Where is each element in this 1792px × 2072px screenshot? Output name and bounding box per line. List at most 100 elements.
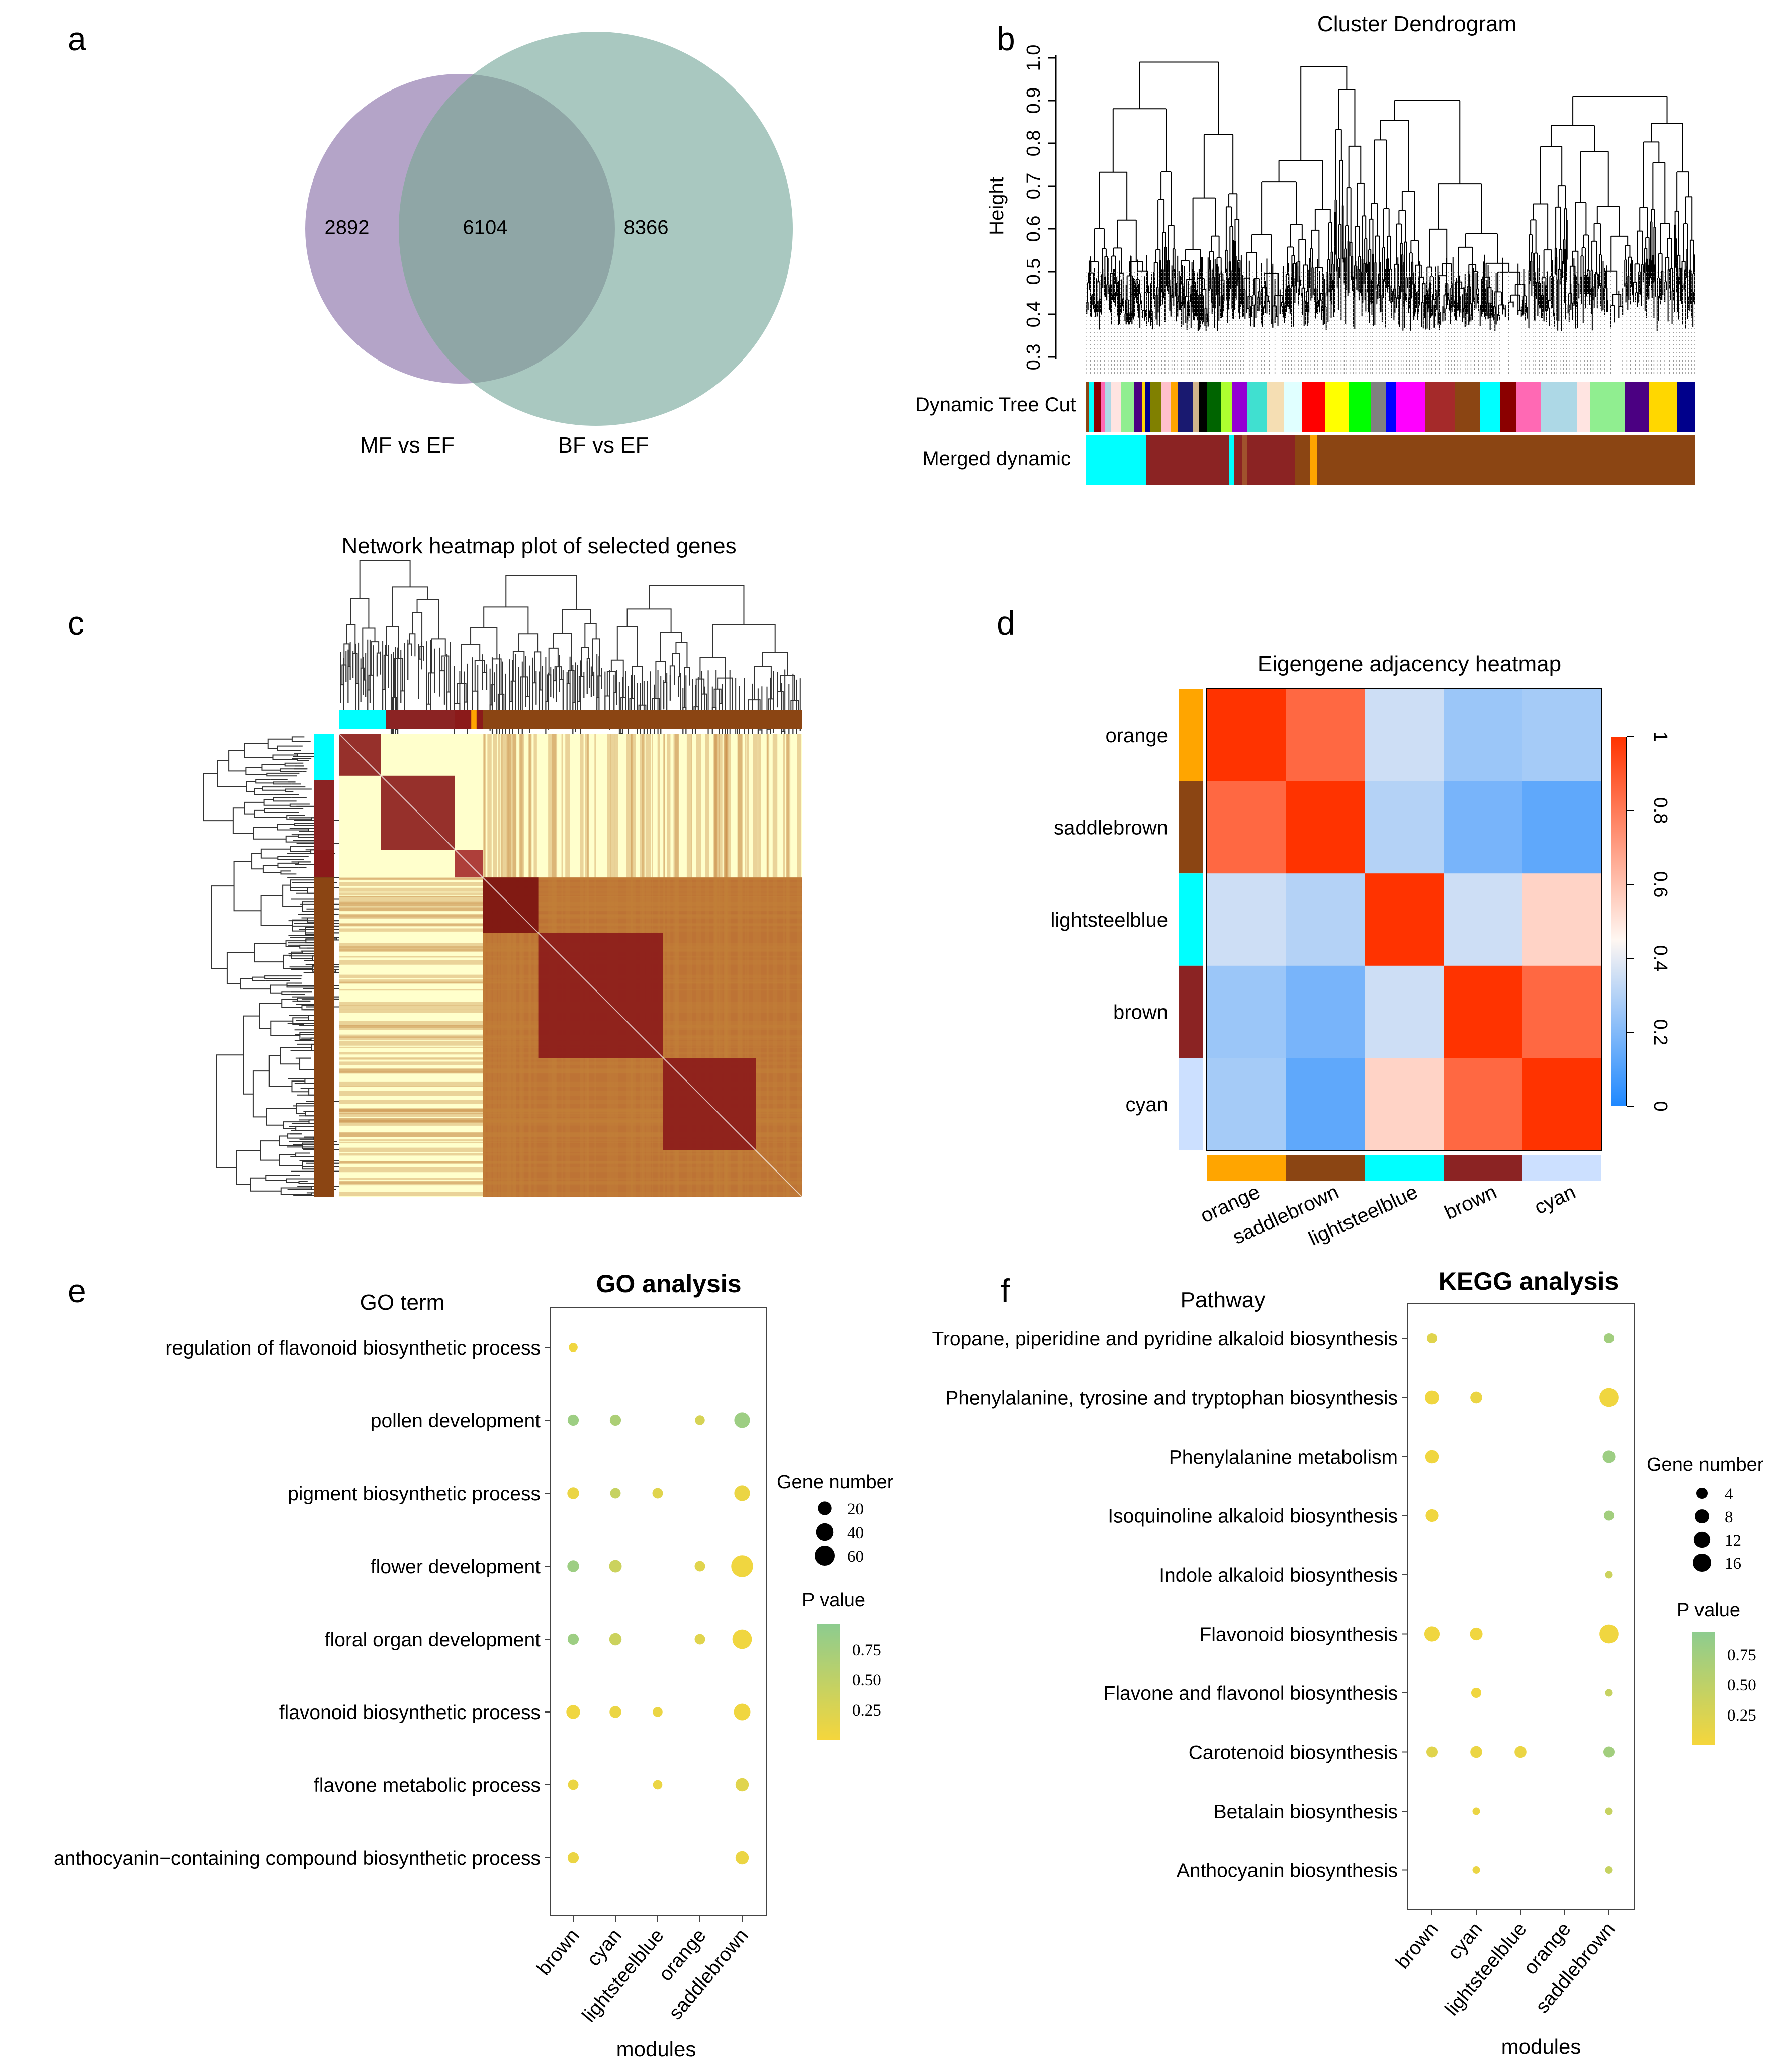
heatmap-stripe xyxy=(726,734,731,1197)
heatmap-stripe xyxy=(339,1108,802,1112)
heatmap-stripe xyxy=(718,734,723,1197)
heatmap-stripe xyxy=(339,878,802,880)
go-xlabel: modules xyxy=(616,2037,696,2061)
heatmap-stripe xyxy=(339,907,802,912)
dynamic-tree-cut-segment xyxy=(1161,382,1171,432)
adjacency-cell xyxy=(1207,873,1286,966)
kegg-dot xyxy=(1603,1333,1615,1344)
tree-merge xyxy=(304,1078,322,1084)
tree-merge xyxy=(285,940,306,947)
kegg-dot xyxy=(1426,1333,1438,1344)
heatmap-stripe xyxy=(725,734,728,1197)
tree-merge xyxy=(512,651,525,681)
heatmap-stripe xyxy=(339,877,802,881)
adjacency-row-label: saddlebrown xyxy=(1054,817,1168,839)
adjacency-col-label: cyan xyxy=(1531,1181,1579,1219)
go-size-legend-dot xyxy=(818,1501,832,1515)
dynamic-tree-cut-segment xyxy=(1284,382,1302,432)
tree-merge xyxy=(203,773,233,822)
adjacency-cell xyxy=(1522,1058,1602,1151)
heatmap-stripe xyxy=(696,734,701,1197)
tree-merge xyxy=(282,884,303,907)
go-dotplot: GO analysis GO term regulation of flavon… xyxy=(54,1270,894,2061)
tree-merge xyxy=(368,674,374,714)
kegg-dot xyxy=(1599,1624,1619,1644)
module-color-bar xyxy=(455,710,483,729)
adjacency-cell xyxy=(1207,689,1286,782)
heatmap-stripe xyxy=(339,1100,802,1104)
dynamic-tree-cut-segment xyxy=(1094,382,1101,432)
heatmap-stripe xyxy=(713,734,718,1197)
tree-merge xyxy=(382,689,386,712)
heatmap-diagonal xyxy=(339,734,802,1197)
kegg-term-label: Flavonoid biosynthesis xyxy=(1199,1624,1398,1646)
dynamic-tree-cut-segment xyxy=(1349,382,1371,432)
go-dot xyxy=(734,1412,750,1428)
tree-merge xyxy=(266,1108,297,1126)
heatmap-stripe xyxy=(339,1141,802,1144)
tree-merge xyxy=(359,560,411,599)
dynamic-tree-cut-segment xyxy=(1325,382,1349,432)
adjacency-cell xyxy=(1286,1058,1365,1151)
go-dot xyxy=(731,1555,753,1577)
heatmap-stripe xyxy=(339,1118,802,1123)
ytick-label: 0.5 xyxy=(1023,258,1044,285)
tree-merge xyxy=(419,646,424,661)
tree-merge xyxy=(490,684,495,705)
heatmap-stripe xyxy=(737,734,742,1197)
heatmap-stripe xyxy=(508,734,512,1197)
heatmap-stripe xyxy=(339,914,802,919)
module-color-bar xyxy=(314,734,334,780)
tree-merge xyxy=(409,633,416,653)
tree-merge xyxy=(392,586,428,627)
tree-merge xyxy=(296,1103,316,1114)
kegg-module-label: brown xyxy=(1392,1918,1443,1973)
adjacency-cell xyxy=(1207,781,1286,874)
tree-merge xyxy=(553,680,557,702)
tree-merge xyxy=(295,1152,316,1157)
panel-letter-b: b xyxy=(997,20,1015,57)
tree-merge xyxy=(244,743,273,758)
adjacency-frame xyxy=(1206,688,1602,1151)
kegg-dot xyxy=(1605,1866,1613,1874)
heatmap-stripe xyxy=(339,882,802,886)
tree-merge xyxy=(290,879,315,891)
module-row-bar xyxy=(1179,781,1203,874)
go-term-label: flower development xyxy=(371,1556,541,1578)
go-term-label: regulation of flavonoid biosynthetic pro… xyxy=(165,1337,541,1359)
go-dot xyxy=(568,1779,579,1790)
adjacency-row-label: orange xyxy=(1105,725,1168,747)
dynamic-tree-cut-segment xyxy=(1480,382,1500,432)
go-dot xyxy=(694,1561,705,1572)
colorbar-tick-label: 0.4 xyxy=(1650,945,1671,972)
tree-merge xyxy=(260,1140,280,1161)
ytick-label: 0.7 xyxy=(1023,173,1044,200)
dynamic-tree-cut-segment xyxy=(1199,382,1207,432)
heatmap-stripe xyxy=(506,734,509,1197)
colorbar-tick-label: 0.2 xyxy=(1650,1019,1671,1046)
dynamic-tree-cut-segment xyxy=(1500,382,1516,432)
panel-letter-a: a xyxy=(68,20,86,57)
tree-merge xyxy=(277,862,299,868)
heatmap-stripe xyxy=(766,734,769,1197)
merged-dynamic-segment xyxy=(1247,435,1295,485)
dynamic-tree-cut-segment xyxy=(1105,382,1111,432)
kegg-color-legend-bar xyxy=(1692,1632,1715,1745)
tree-merge xyxy=(287,1133,314,1139)
kegg-term-label: Betalain biosynthesis xyxy=(1214,1801,1398,1823)
kegg-term-label: Phenylalanine, tyrosine and tryptophan b… xyxy=(945,1388,1398,1409)
module-col-bar xyxy=(1444,1155,1522,1181)
tree-merge xyxy=(626,608,672,632)
kegg-dotplot: KEGG analysis Pathway Tropane, piperidin… xyxy=(932,1267,1764,2058)
heatmap-stripe xyxy=(339,1058,802,1060)
dynamic-tree-cut-segment xyxy=(1247,382,1267,432)
module-color-bar xyxy=(314,780,334,850)
adjacency-cell xyxy=(1286,781,1365,874)
kegg-size-legend-dot xyxy=(1693,1531,1711,1548)
tree-merge xyxy=(255,779,274,784)
heatmap-stripe xyxy=(504,734,509,1197)
kegg-dot xyxy=(1599,1388,1619,1407)
go-dot xyxy=(652,1488,663,1499)
adjacency-cell xyxy=(1365,689,1444,782)
dynamic-tree-cut-segment xyxy=(1101,382,1105,432)
